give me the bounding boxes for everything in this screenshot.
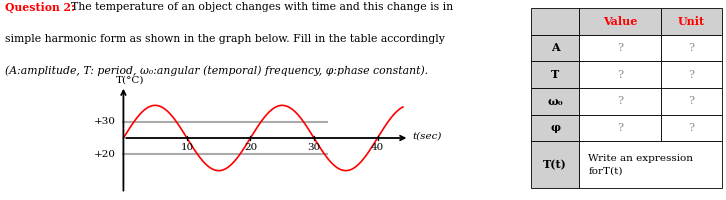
Text: 20: 20 bbox=[244, 143, 257, 152]
Text: The temperature of an object changes with time and this change is in: The temperature of an object changes wit… bbox=[71, 2, 453, 12]
Bar bbox=[661, 35, 722, 61]
Bar bbox=[579, 88, 661, 115]
Bar bbox=[579, 141, 722, 188]
Text: Question 2:: Question 2: bbox=[5, 2, 76, 13]
Text: T(°C): T(°C) bbox=[115, 75, 144, 84]
Text: t(sec): t(sec) bbox=[412, 132, 442, 141]
Bar bbox=[531, 88, 579, 115]
Text: 30: 30 bbox=[307, 143, 321, 152]
Text: ?: ? bbox=[688, 123, 694, 133]
Bar bbox=[661, 8, 722, 35]
Text: T(t): T(t) bbox=[543, 159, 567, 170]
Text: ?: ? bbox=[617, 96, 623, 106]
Text: +30: +30 bbox=[94, 117, 116, 126]
Text: 10: 10 bbox=[180, 143, 194, 152]
Bar bbox=[531, 115, 579, 141]
Text: ?: ? bbox=[617, 43, 623, 53]
Bar bbox=[579, 35, 661, 61]
Text: ?: ? bbox=[617, 123, 623, 133]
Text: ?: ? bbox=[688, 96, 694, 106]
Text: ?: ? bbox=[688, 70, 694, 80]
Text: 40: 40 bbox=[371, 143, 384, 152]
Text: Value: Value bbox=[603, 16, 637, 27]
Text: ω₀: ω₀ bbox=[547, 96, 563, 107]
Bar bbox=[531, 35, 579, 61]
Bar bbox=[579, 8, 661, 35]
Text: (A:amplitude, T: period, ω₀:angular (temporal) frequency, φ:phase constant).: (A:amplitude, T: period, ω₀:angular (tem… bbox=[5, 66, 428, 76]
Bar bbox=[531, 61, 579, 88]
Bar bbox=[661, 115, 722, 141]
Bar bbox=[661, 88, 722, 115]
Text: ?: ? bbox=[617, 70, 623, 80]
Text: Unit: Unit bbox=[677, 16, 705, 27]
Text: ?: ? bbox=[688, 43, 694, 53]
Text: simple harmonic form as shown in the graph below. Fill in the table accordingly: simple harmonic form as shown in the gra… bbox=[5, 34, 445, 44]
Bar bbox=[661, 61, 722, 88]
Text: φ: φ bbox=[550, 122, 560, 133]
Bar bbox=[531, 8, 579, 35]
Text: Write an expression
forT(t): Write an expression forT(t) bbox=[589, 154, 693, 175]
Bar bbox=[531, 141, 579, 188]
Bar bbox=[579, 115, 661, 141]
Bar bbox=[579, 61, 661, 88]
Text: T: T bbox=[551, 69, 559, 80]
Text: +20: +20 bbox=[94, 150, 116, 159]
Text: A: A bbox=[551, 42, 560, 53]
